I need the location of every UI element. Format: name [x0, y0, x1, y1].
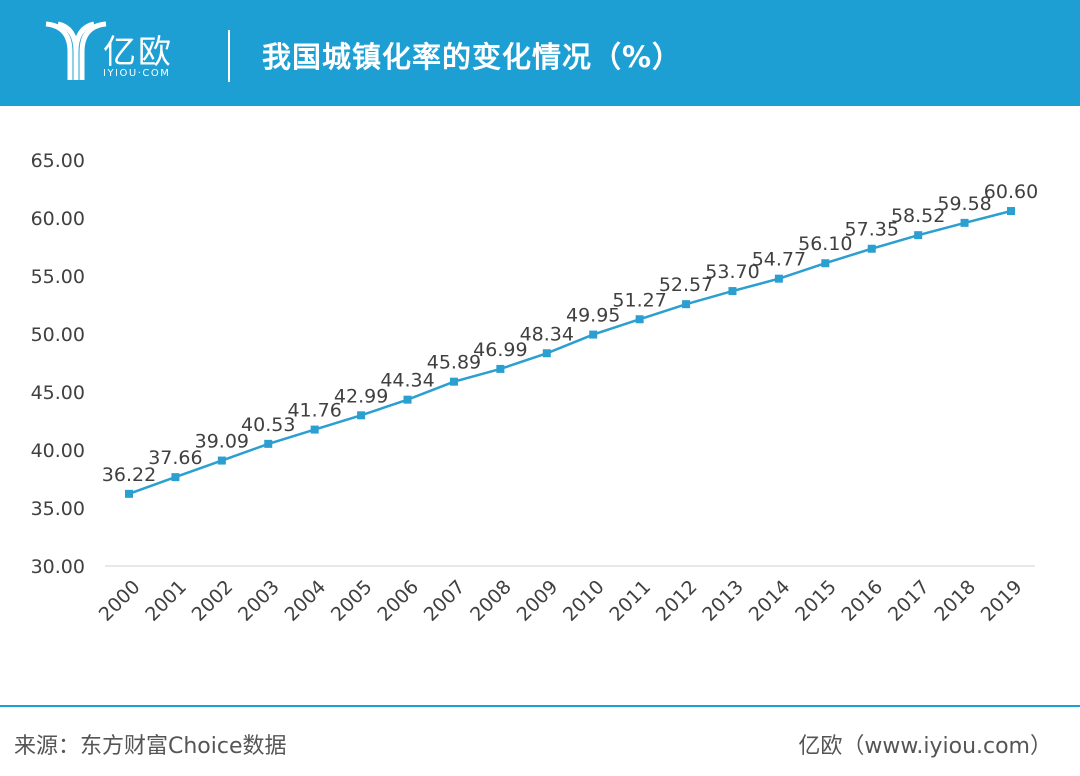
- x-tick-label: 2017: [884, 576, 934, 626]
- line-chart: 30.00 35.00 40.00 45.00 50.00 55.00 60.00 65.00…: [31, 150, 1039, 626]
- y-tick-label: 50.00: [31, 324, 85, 346]
- y-tick-label: 55.00: [31, 266, 85, 288]
- data-point: [682, 300, 691, 309]
- data-label: 36.22: [102, 464, 156, 486]
- data-label: 51.27: [612, 289, 666, 311]
- x-tick-label: 2004: [280, 576, 330, 626]
- data-points: [125, 207, 1015, 498]
- data-label: 48.34: [520, 323, 574, 345]
- data-point: [496, 364, 505, 373]
- x-tick-label: 2008: [466, 576, 516, 626]
- y-tick-label: 40.00: [31, 440, 85, 462]
- data-point: [960, 218, 969, 227]
- data-point: [821, 259, 830, 268]
- data-label: 58.52: [891, 205, 945, 227]
- data-label: 39.09: [195, 431, 249, 453]
- data-label: 59.58: [937, 193, 991, 215]
- data-point: [310, 425, 319, 434]
- data-label: 49.95: [566, 305, 620, 327]
- data-point: [867, 244, 876, 253]
- data-label: 40.53: [241, 414, 295, 436]
- y-tick-label: 35.00: [31, 498, 85, 520]
- header-divider: [228, 30, 230, 82]
- x-axis: 2000200120022003200420052006200720082009…: [95, 576, 1027, 626]
- x-tick-label: 2001: [141, 576, 191, 626]
- x-tick-label: 2012: [652, 576, 702, 626]
- data-point: [449, 377, 458, 386]
- x-tick-label: 2003: [234, 576, 284, 626]
- data-label: 45.89: [427, 352, 481, 374]
- data-point: [728, 287, 737, 296]
- x-tick-label: 2019: [977, 576, 1027, 626]
- data-label: 52.57: [659, 274, 713, 296]
- footer-divider: [0, 705, 1080, 707]
- data-point: [125, 489, 133, 498]
- y-axis: 30.00 35.00 40.00 45.00 50.00 55.00 60.00 65.00: [31, 150, 85, 578]
- x-tick-label: 2010: [559, 576, 609, 626]
- data-point: [357, 411, 366, 420]
- x-tick-label: 2009: [513, 576, 563, 626]
- data-labels: 36.2237.6639.0940.5341.7642.9944.3445.89…: [102, 181, 1038, 486]
- x-tick-label: 2006: [373, 576, 423, 626]
- y-tick-label: 30.00: [31, 556, 85, 578]
- yiou-logo-icon: [45, 21, 107, 80]
- header-bar: 亿欧 IYIOU·COM 我国城镇化率的变化情况（%）: [0, 0, 1080, 106]
- data-point: [774, 274, 783, 283]
- y-tick-label: 60.00: [31, 208, 85, 230]
- data-point: [403, 395, 412, 404]
- x-tick-label: 2014: [745, 576, 795, 626]
- data-point: [264, 439, 273, 448]
- data-label: 46.99: [473, 339, 527, 361]
- data-point: [914, 231, 923, 240]
- source-note: 来源：东方财富Choice数据: [14, 734, 287, 759]
- x-tick-label: 2011: [605, 576, 655, 626]
- series-line: [128, 209, 1012, 495]
- x-tick-label: 2007: [420, 576, 470, 626]
- x-tick-label: 2000: [95, 576, 145, 626]
- data-label: 60.60: [984, 181, 1038, 203]
- data-label: 41.76: [287, 400, 341, 422]
- data-label: 54.77: [752, 249, 806, 271]
- data-label: 53.70: [705, 261, 759, 283]
- x-tick-label: 2013: [698, 576, 748, 626]
- data-point: [589, 330, 598, 339]
- x-tick-label: 2002: [188, 576, 238, 626]
- x-tick-label: 2005: [327, 576, 377, 626]
- y-tick-label: 45.00: [31, 382, 85, 404]
- data-point: [635, 315, 644, 324]
- data-point: [542, 349, 551, 358]
- data-label: 56.10: [798, 233, 852, 255]
- data-label: 37.66: [148, 447, 202, 469]
- logo-text: 亿欧: [103, 32, 173, 71]
- data-label: 57.35: [845, 219, 899, 241]
- logo-subtext: IYIOU·COM: [103, 68, 171, 79]
- x-tick-label: 2015: [791, 576, 841, 626]
- x-tick-label: 2018: [930, 576, 980, 626]
- data-point: [217, 456, 226, 465]
- x-tick-label: 2016: [838, 576, 888, 626]
- data-label: 42.99: [334, 385, 388, 407]
- data-label: 44.34: [380, 370, 434, 392]
- data-point: [1007, 207, 1015, 216]
- data-point: [171, 473, 180, 482]
- credit-note: 亿欧（www.iyiou.com）: [798, 734, 1052, 759]
- y-tick-label: 65.00: [31, 150, 85, 172]
- page-title: 我国城镇化率的变化情况（%）: [262, 40, 683, 74]
